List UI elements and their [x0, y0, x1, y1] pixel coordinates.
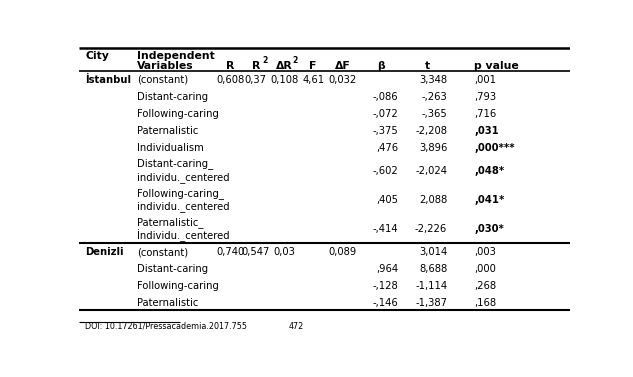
Text: -,146: -,146: [373, 298, 398, 308]
Text: ΔF: ΔF: [335, 61, 351, 70]
Text: β: β: [377, 61, 385, 70]
Text: ,168: ,168: [474, 298, 496, 308]
Text: ,793: ,793: [474, 92, 496, 102]
Text: 0,03: 0,03: [273, 247, 296, 257]
Text: Individualism: Individualism: [137, 143, 204, 153]
Text: (constant): (constant): [137, 75, 189, 85]
Text: ,030*: ,030*: [474, 224, 505, 234]
Text: -2,226: -2,226: [415, 224, 448, 234]
Text: Following-caring: Following-caring: [137, 109, 219, 119]
Text: -,602: -,602: [373, 166, 398, 176]
Text: ΔR: ΔR: [276, 61, 293, 70]
Text: -2,208: -2,208: [415, 126, 448, 136]
Text: Paternalistic: Paternalistic: [137, 298, 199, 308]
Text: ,041*: ,041*: [474, 195, 505, 205]
Text: 0,608: 0,608: [216, 75, 244, 85]
Text: -,414: -,414: [373, 224, 398, 234]
Text: 0,089: 0,089: [329, 247, 357, 257]
Text: City: City: [85, 51, 110, 61]
Text: 0,547: 0,547: [242, 247, 270, 257]
Text: -1,387: -1,387: [415, 298, 448, 308]
Text: 3,896: 3,896: [419, 143, 448, 153]
Text: 3,014: 3,014: [419, 247, 448, 257]
Text: 0,740: 0,740: [216, 247, 244, 257]
Text: Distant-caring_: Distant-caring_: [137, 159, 213, 170]
Text: ,001: ,001: [474, 75, 496, 85]
Text: ,405: ,405: [377, 195, 398, 205]
Text: p value: p value: [474, 61, 519, 70]
Text: İstanbul: İstanbul: [85, 75, 131, 85]
Text: 3,348: 3,348: [419, 75, 448, 85]
Text: İndividu._centered: İndividu._centered: [137, 230, 230, 242]
Text: Paternalistic_: Paternalistic_: [137, 217, 204, 228]
Text: -,072: -,072: [373, 109, 398, 119]
Text: (constant): (constant): [137, 247, 189, 257]
Text: 8,688: 8,688: [419, 264, 448, 274]
Text: 0,37: 0,37: [245, 75, 267, 85]
Text: -,375: -,375: [373, 126, 398, 136]
Text: ,476: ,476: [376, 143, 398, 153]
Text: Following-caring_: Following-caring_: [137, 188, 224, 199]
Text: individu._centered: individu._centered: [137, 172, 230, 183]
Text: ,716: ,716: [474, 109, 497, 119]
Text: -,086: -,086: [373, 92, 398, 102]
Text: R: R: [252, 61, 260, 70]
Text: 472: 472: [289, 322, 304, 331]
Text: DOI: 10.17261/Pressacademia.2017.755: DOI: 10.17261/Pressacademia.2017.755: [85, 322, 248, 331]
Text: ,003: ,003: [474, 247, 496, 257]
Text: 2: 2: [292, 56, 298, 65]
Text: 4,61: 4,61: [302, 75, 324, 85]
Text: ,268: ,268: [474, 281, 496, 291]
Text: Variables: Variables: [137, 61, 194, 70]
Text: ,000***: ,000***: [474, 143, 515, 153]
Text: Independent: Independent: [137, 51, 215, 61]
Text: 2: 2: [262, 56, 267, 65]
Text: -1,114: -1,114: [415, 281, 448, 291]
Text: ,000: ,000: [474, 264, 496, 274]
Text: -,128: -,128: [373, 281, 398, 291]
Text: Distant-caring: Distant-caring: [137, 264, 208, 274]
Text: individu._centered: individu._centered: [137, 201, 230, 212]
Text: -,365: -,365: [422, 109, 448, 119]
Text: ,031: ,031: [474, 126, 499, 136]
Text: Following-caring: Following-caring: [137, 281, 219, 291]
Text: t: t: [425, 61, 430, 70]
Text: Paternalistic: Paternalistic: [137, 126, 199, 136]
Text: F: F: [310, 61, 317, 70]
Text: ,964: ,964: [376, 264, 398, 274]
Text: R: R: [226, 61, 234, 70]
Text: -,263: -,263: [422, 92, 448, 102]
Text: 0,108: 0,108: [270, 75, 299, 85]
Text: Denizli: Denizli: [85, 247, 124, 257]
Text: 0,032: 0,032: [329, 75, 357, 85]
Text: 2,088: 2,088: [419, 195, 448, 205]
Text: Distant-caring: Distant-caring: [137, 92, 208, 102]
Text: -2,024: -2,024: [415, 166, 448, 176]
Text: ,048*: ,048*: [474, 166, 505, 176]
